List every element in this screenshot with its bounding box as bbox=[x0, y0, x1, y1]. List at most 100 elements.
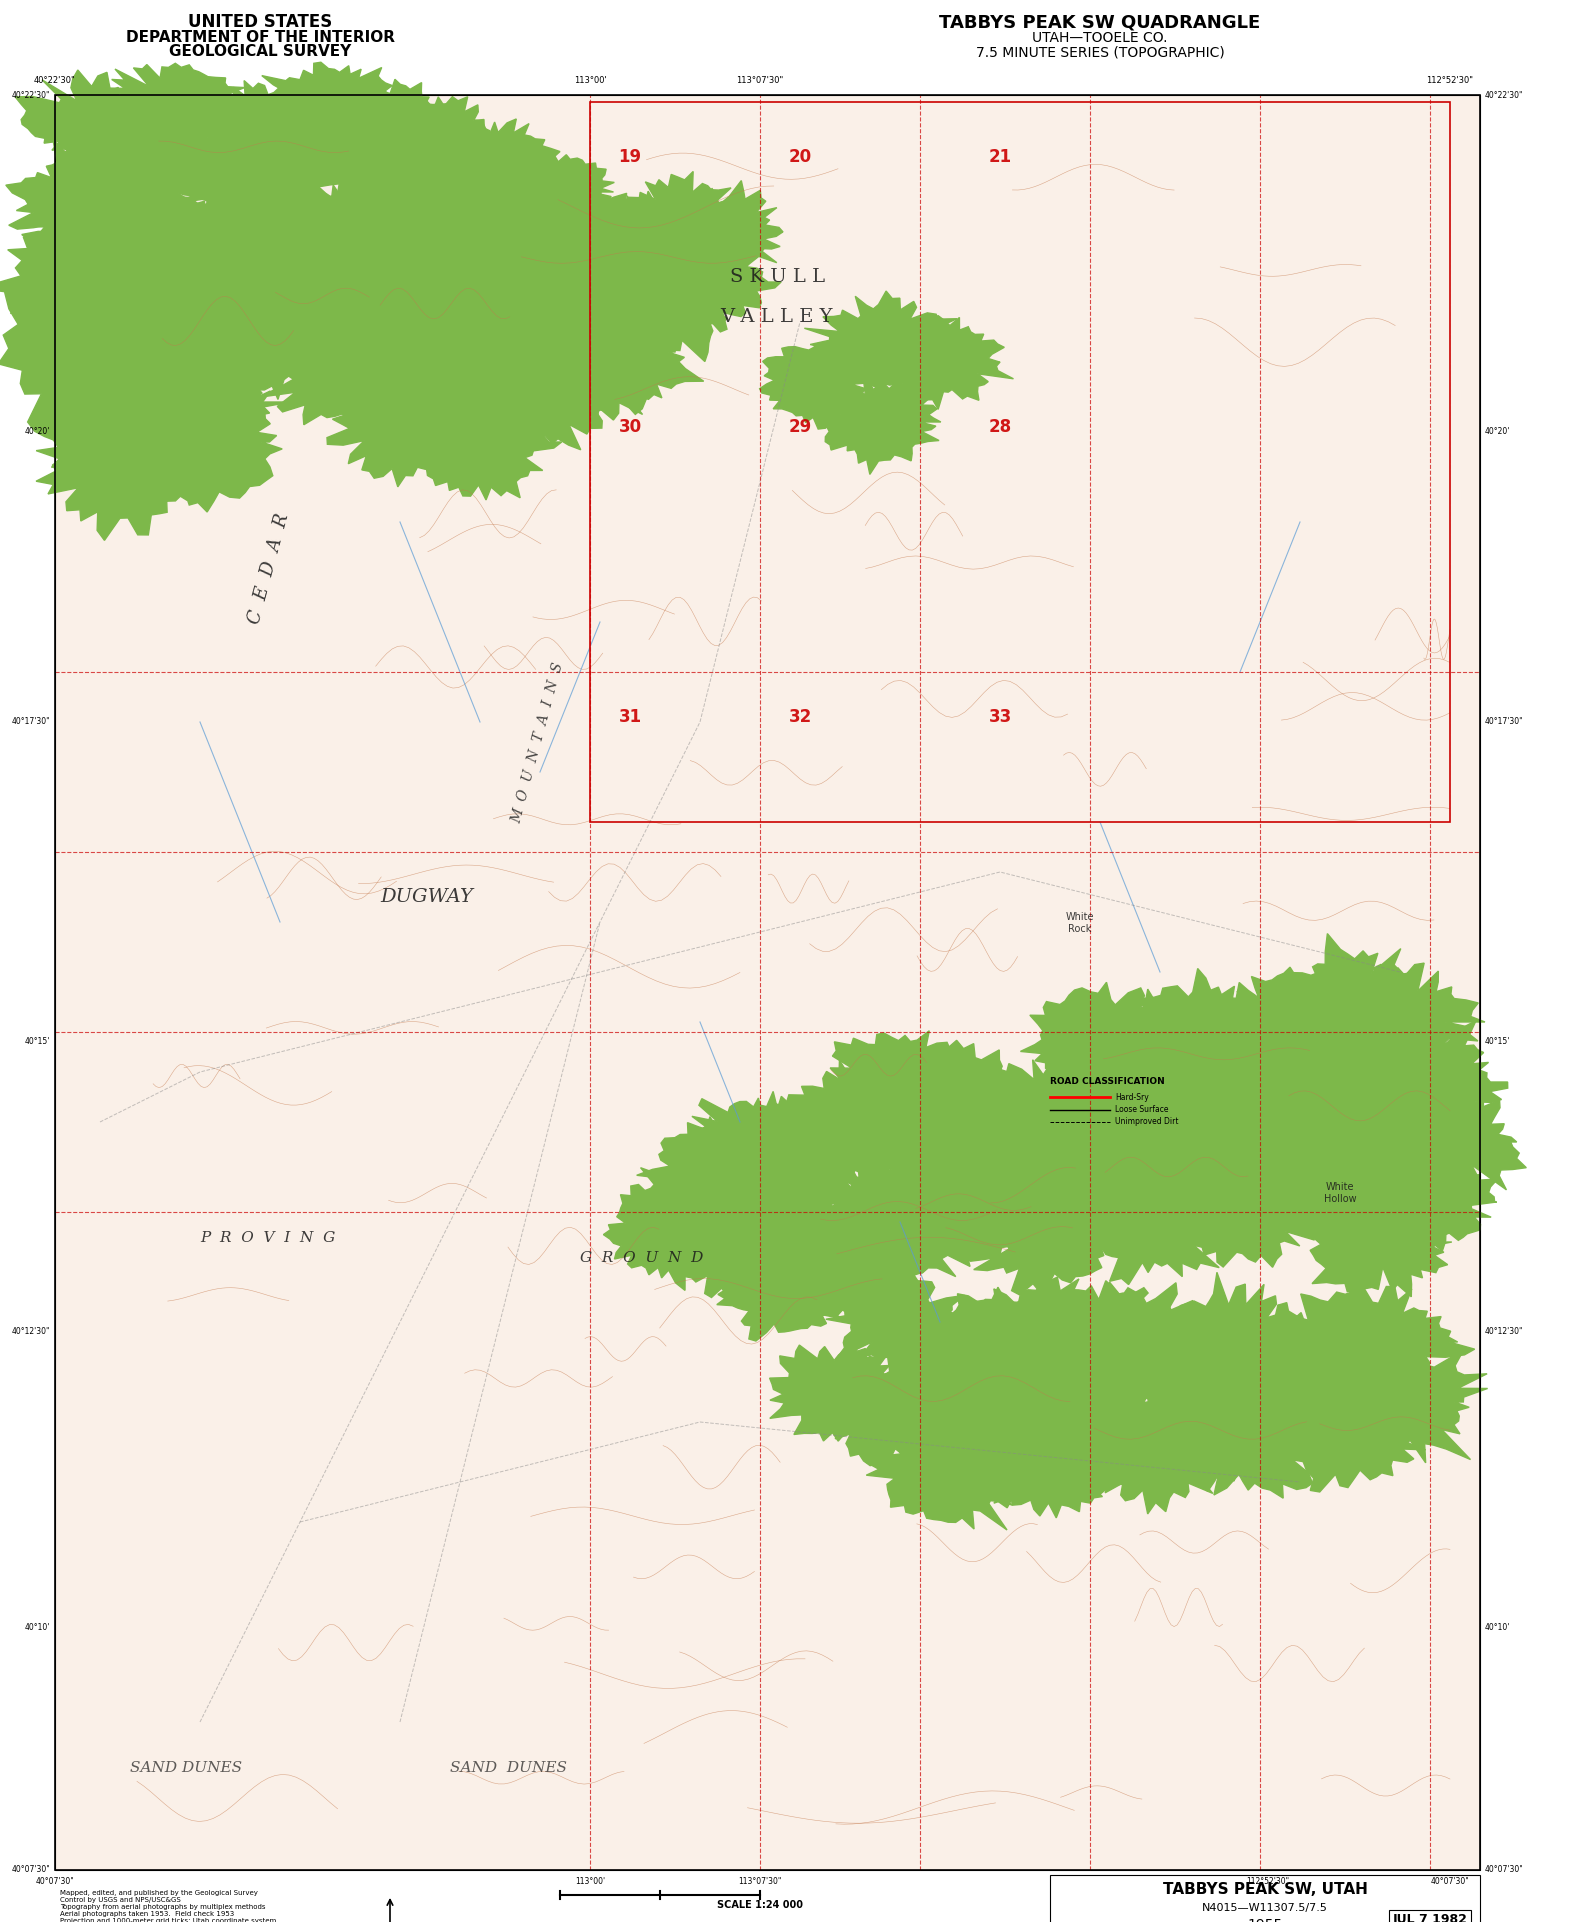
Text: DUGWAY: DUGWAY bbox=[380, 888, 473, 905]
Text: 40°12'30": 40°12'30" bbox=[1485, 1328, 1523, 1336]
Polygon shape bbox=[589, 190, 723, 292]
Polygon shape bbox=[1022, 1280, 1180, 1388]
Text: 40°22'30": 40°22'30" bbox=[11, 90, 51, 100]
Polygon shape bbox=[141, 181, 321, 300]
Polygon shape bbox=[1217, 1115, 1387, 1232]
Text: 20: 20 bbox=[788, 148, 812, 165]
Text: Loose Surface: Loose Surface bbox=[1115, 1105, 1169, 1115]
Polygon shape bbox=[1118, 1121, 1300, 1238]
Text: UTAH—TOOELE CO.: UTAH—TOOELE CO. bbox=[1031, 31, 1168, 44]
Polygon shape bbox=[323, 356, 489, 486]
Text: P  R  O  V  I  N  G: P R O V I N G bbox=[199, 1230, 335, 1245]
Text: 40°07'30": 40°07'30" bbox=[36, 1878, 74, 1885]
Text: 40°15': 40°15' bbox=[1485, 1038, 1511, 1046]
Polygon shape bbox=[826, 1274, 965, 1374]
Polygon shape bbox=[1022, 1069, 1175, 1174]
Polygon shape bbox=[661, 1190, 797, 1297]
Polygon shape bbox=[411, 286, 593, 429]
Polygon shape bbox=[277, 179, 405, 267]
Polygon shape bbox=[808, 1159, 1014, 1290]
Text: 112°52'30": 112°52'30" bbox=[1427, 77, 1473, 85]
Text: M  O  U  N  T  A  I  N  S: M O U N T A I N S bbox=[509, 661, 566, 825]
Polygon shape bbox=[683, 1170, 843, 1270]
Polygon shape bbox=[44, 304, 291, 500]
Text: 113°00': 113°00' bbox=[574, 77, 606, 85]
Polygon shape bbox=[1275, 1370, 1433, 1491]
Polygon shape bbox=[0, 188, 271, 361]
Polygon shape bbox=[979, 1305, 1114, 1411]
Polygon shape bbox=[861, 1094, 1030, 1230]
Text: 33: 33 bbox=[989, 707, 1011, 727]
Text: 40°07'30": 40°07'30" bbox=[1430, 1878, 1470, 1885]
Polygon shape bbox=[1149, 1272, 1315, 1401]
Polygon shape bbox=[1009, 1121, 1185, 1261]
Text: TABBYS PEAK SW QUADRANGLE: TABBYS PEAK SW QUADRANGLE bbox=[940, 13, 1261, 31]
Text: GEOLOGICAL SURVEY: GEOLOGICAL SURVEY bbox=[169, 44, 351, 60]
Text: 31: 31 bbox=[619, 707, 642, 727]
Polygon shape bbox=[1020, 982, 1177, 1099]
Polygon shape bbox=[699, 1240, 848, 1342]
Polygon shape bbox=[207, 161, 351, 275]
Text: 40°22'30": 40°22'30" bbox=[35, 77, 76, 85]
Polygon shape bbox=[1008, 1368, 1188, 1495]
Polygon shape bbox=[361, 188, 511, 298]
Polygon shape bbox=[380, 319, 544, 446]
Text: SAND  DUNES: SAND DUNES bbox=[449, 1761, 566, 1776]
Polygon shape bbox=[204, 286, 348, 400]
Text: SCALE 1:24 000: SCALE 1:24 000 bbox=[717, 1901, 804, 1910]
Polygon shape bbox=[804, 290, 957, 388]
Polygon shape bbox=[492, 296, 677, 427]
Polygon shape bbox=[399, 377, 562, 500]
Polygon shape bbox=[198, 79, 321, 171]
Polygon shape bbox=[1069, 1069, 1231, 1195]
Polygon shape bbox=[876, 315, 1014, 409]
Polygon shape bbox=[546, 294, 704, 415]
Text: Mapped, edited, and published by the Geological Survey
Control by USGS and NPS/U: Mapped, edited, and published by the Geo… bbox=[60, 1889, 277, 1922]
Polygon shape bbox=[688, 1092, 837, 1199]
Polygon shape bbox=[109, 375, 282, 511]
Polygon shape bbox=[1210, 1046, 1386, 1153]
Polygon shape bbox=[808, 373, 941, 475]
Polygon shape bbox=[1324, 1340, 1487, 1463]
Polygon shape bbox=[377, 96, 514, 186]
Polygon shape bbox=[1304, 1278, 1474, 1397]
Polygon shape bbox=[908, 1130, 1088, 1269]
Polygon shape bbox=[74, 259, 291, 394]
Polygon shape bbox=[517, 229, 683, 359]
Polygon shape bbox=[217, 194, 396, 329]
Text: TABBYS PEAK SW, UTAH: TABBYS PEAK SW, UTAH bbox=[1163, 1882, 1367, 1897]
Polygon shape bbox=[252, 62, 416, 138]
Text: White
Rock: White Rock bbox=[1066, 913, 1095, 934]
Polygon shape bbox=[93, 63, 245, 146]
Text: 113°00': 113°00' bbox=[574, 1878, 604, 1885]
Text: ROAD CLASSIFICATION: ROAD CLASSIFICATION bbox=[1050, 1078, 1164, 1086]
Polygon shape bbox=[405, 142, 558, 256]
Text: G  R  O  U  N  D: G R O U N D bbox=[581, 1251, 704, 1265]
Polygon shape bbox=[577, 238, 739, 361]
Polygon shape bbox=[1126, 1057, 1280, 1176]
Text: 19: 19 bbox=[619, 148, 642, 165]
Polygon shape bbox=[16, 69, 185, 167]
Text: 40°10': 40°10' bbox=[25, 1622, 51, 1632]
Text: 40°10': 40°10' bbox=[1485, 1622, 1511, 1632]
Polygon shape bbox=[487, 154, 614, 244]
Polygon shape bbox=[0, 196, 204, 494]
Polygon shape bbox=[36, 392, 223, 540]
Text: SAND DUNES: SAND DUNES bbox=[130, 1761, 242, 1776]
Text: 28: 28 bbox=[989, 417, 1011, 436]
Polygon shape bbox=[726, 1097, 876, 1217]
Polygon shape bbox=[867, 1040, 1030, 1157]
Polygon shape bbox=[247, 98, 373, 185]
Text: 113°07'30": 113°07'30" bbox=[736, 77, 783, 85]
Polygon shape bbox=[1261, 1011, 1440, 1128]
Polygon shape bbox=[982, 1059, 1137, 1178]
Polygon shape bbox=[1321, 1028, 1479, 1136]
Polygon shape bbox=[759, 344, 880, 429]
Text: V A L L E Y: V A L L E Y bbox=[720, 308, 832, 327]
Text: 112°52'30": 112°52'30" bbox=[1247, 1878, 1289, 1885]
Polygon shape bbox=[615, 171, 747, 263]
Text: 40°07'30": 40°07'30" bbox=[11, 1866, 51, 1874]
Polygon shape bbox=[944, 1276, 1112, 1403]
Polygon shape bbox=[454, 325, 620, 454]
Text: 113°07'30": 113°07'30" bbox=[739, 1878, 782, 1885]
